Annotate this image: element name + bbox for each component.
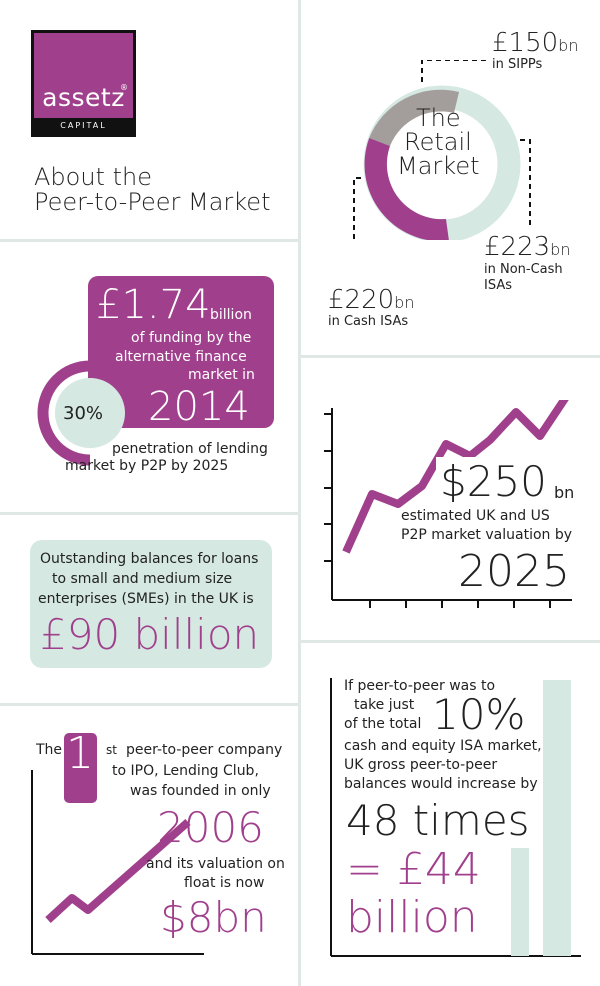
- cash-label: in Cash ISAs: [328, 314, 409, 329]
- divider-right-2: [301, 640, 600, 643]
- noncash-label-1: in Non-Cash: [484, 262, 563, 277]
- divider-right-1: [301, 355, 600, 358]
- sipps-unit: bn: [558, 36, 579, 55]
- valuation-year: 2025: [454, 546, 574, 597]
- isa-line-6: balances would increase by: [344, 776, 538, 792]
- cash-unit: bn: [394, 293, 415, 312]
- sme-line-2: to small and medium size: [52, 571, 233, 587]
- isa-bar-small: [511, 848, 529, 956]
- isa-times: 48 times: [346, 796, 530, 845]
- isa-line-3: of the total: [344, 716, 422, 732]
- sme-line-3: enterprises (SMEs) in the UK is: [38, 591, 254, 607]
- valuation-trend-line: [342, 400, 569, 554]
- lc-line-1: peer-to-peer company: [126, 742, 283, 758]
- assetz-logo: assetz ® CAPITAL: [31, 30, 136, 137]
- logo-wordmark: assetz: [42, 83, 125, 112]
- isa-billion: billion: [346, 892, 478, 943]
- noncash-value: £223bn: [484, 234, 570, 263]
- isa-equals: = £44: [346, 844, 481, 895]
- lc-the: The: [36, 742, 63, 758]
- lc-year: 2006: [157, 803, 264, 852]
- registered-icon: ®: [120, 83, 128, 92]
- funding-line-2: alternative finance: [115, 349, 247, 365]
- retail-market-donut: [353, 60, 531, 240]
- divider-left-1: [0, 239, 298, 242]
- isa-line-4: cash and equity ISA market,: [344, 738, 542, 754]
- donut-center-line-3: Market: [397, 152, 480, 180]
- lc-line-2: to IPO, Lending Club,: [112, 763, 259, 779]
- lc-first-badge: [64, 733, 97, 803]
- sipps-value: £150bn: [492, 30, 578, 59]
- divider-left-2: [0, 512, 298, 515]
- funding-year: 2014: [148, 384, 250, 430]
- noncash-amount: £223: [484, 232, 551, 262]
- isa-bar-chart: [330, 678, 581, 957]
- cash-amount: £220: [328, 285, 395, 315]
- sme-line-1: Outstanding balances for loans: [40, 551, 259, 567]
- isa-line-5: UK gross peer-to-peer: [344, 757, 498, 773]
- penetration-pct: 30%: [63, 403, 104, 424]
- funding-amount: £1.74: [96, 282, 211, 328]
- penetration-text-2: market by P2P by 2025: [65, 458, 229, 474]
- logo-subtitle: CAPITAL: [34, 118, 133, 134]
- noncash-label-2: ISAs: [484, 278, 512, 293]
- valuation-line-2: P2P market valuation by: [401, 527, 573, 543]
- isa-pct: 10%: [432, 690, 526, 739]
- lc-line-5: float is now: [184, 875, 265, 891]
- lc-first-number: 1: [66, 728, 94, 779]
- y-ticks: [324, 413, 332, 562]
- penetration-gauge: [37, 360, 125, 466]
- lc-line-4: and its valuation on: [146, 856, 285, 872]
- lc-first-suffix: st: [106, 743, 117, 757]
- valuation-line-1: estimated UK and US: [401, 508, 550, 524]
- valuation-amount: $250: [436, 457, 551, 506]
- donut-center-line-1: The: [416, 104, 461, 132]
- funding-unit: billion: [210, 307, 252, 323]
- dashed-connector-sipps: [421, 60, 490, 82]
- lc-value: $8bn: [160, 893, 267, 942]
- heading-line-1: About the: [34, 163, 152, 191]
- donut-center-line-2: Retail: [404, 128, 472, 156]
- x-ticks: [369, 600, 551, 608]
- funding-line-3: market in: [188, 367, 255, 383]
- cash-value: £220bn: [328, 287, 414, 316]
- segment-sipps: [369, 89, 459, 146]
- penetration-text-1: penetration of lending: [112, 441, 268, 457]
- sipps-label: in SIPPs: [492, 57, 543, 72]
- isa-line-1: If peer-to-peer was to: [344, 678, 496, 694]
- funding-line-1: of funding by the: [131, 330, 252, 346]
- vertical-divider: [298, 0, 301, 986]
- valuation-line-chart: [324, 400, 572, 608]
- segment-cash-isas: [364, 138, 449, 240]
- lc-line-3: was founded in only: [130, 783, 271, 799]
- isa-line-2: take just: [354, 697, 415, 713]
- valuation-unit: bn: [554, 483, 575, 502]
- noncash-unit: bn: [550, 240, 571, 259]
- divider-left-3: [0, 703, 298, 706]
- lc-trend-line: [45, 818, 191, 923]
- sme-box: [30, 540, 272, 668]
- isa-bar-large: [543, 680, 571, 956]
- lending-club-chart: [31, 770, 204, 955]
- heading-line-2: Peer-to-Peer Market: [34, 188, 271, 216]
- sipps-amount: £150: [492, 28, 559, 58]
- sme-amount: £90 billion: [40, 610, 260, 659]
